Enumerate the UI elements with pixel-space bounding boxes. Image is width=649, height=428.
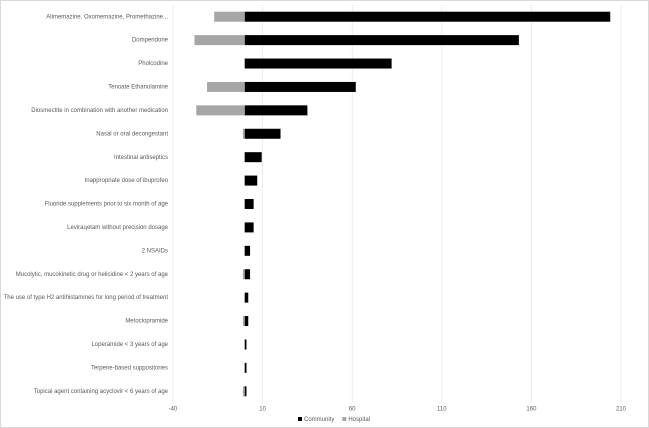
- bar: [244, 339, 247, 350]
- legend-swatch: [298, 417, 302, 421]
- x-tick-label: 160: [526, 407, 537, 413]
- y-tick-label: Intestinal antiseptics: [114, 155, 168, 161]
- x-tick-label: 10: [259, 407, 266, 413]
- y-tick-label: Mucolytic, mucokinetic drug or helicidin…: [16, 272, 169, 278]
- bar: [194, 35, 245, 46]
- bar: [244, 292, 249, 303]
- y-tick-label: 2 NSAIDs: [142, 248, 168, 254]
- bar: [244, 128, 281, 139]
- legend-label: Hospital: [348, 417, 370, 423]
- y-tick-label: Loperamide < 3 years of age: [91, 342, 168, 348]
- bar: [244, 175, 258, 186]
- y-tick-label: Nasal or oral decongestant: [96, 131, 168, 137]
- y-tick-label: Terpene-based suppositories: [91, 365, 168, 371]
- bar: [244, 35, 519, 46]
- y-tick-label: Levirацetam without precision dosage: [67, 225, 168, 231]
- bar: [244, 362, 247, 373]
- bar: [244, 316, 249, 327]
- y-tick-label: Tenoate Ethanolamine: [108, 85, 168, 91]
- y-tick-label: Alimemazine, Oxomemazine, Promethazine..…: [46, 14, 168, 20]
- bar: [244, 199, 254, 209]
- bar: [244, 105, 308, 116]
- bar: [207, 81, 245, 92]
- bar: [242, 269, 245, 280]
- y-tick-label: The use of type H2 antihistamines for lo…: [4, 295, 169, 301]
- bar: [244, 222, 254, 233]
- bar: [244, 81, 356, 92]
- bar: [196, 105, 245, 116]
- bar: [244, 245, 251, 256]
- x-tick-label: 110: [437, 407, 447, 413]
- bar: [244, 11, 611, 22]
- x-tick-label: 210: [616, 407, 627, 413]
- y-tick-label: Pholcodine: [138, 61, 168, 67]
- y-tick-label: Topical agent containing acyclovir < 6 y…: [34, 389, 169, 395]
- bar: [214, 11, 245, 22]
- bar: [244, 58, 392, 69]
- bar: [244, 152, 262, 163]
- y-tick-label: Domperidone: [132, 38, 169, 44]
- x-tick-label: 60: [349, 407, 356, 413]
- y-tick-label: Metoclopramide: [125, 319, 168, 325]
- legend-label: Community: [304, 417, 334, 423]
- y-tick-label: Inappropriate dose of ibuprofen: [85, 178, 168, 184]
- bar: [242, 128, 245, 139]
- bar: [242, 316, 245, 327]
- y-tick-label: Diosmectite in combination with another …: [31, 108, 168, 114]
- bar: [242, 386, 245, 397]
- bar: [244, 386, 247, 397]
- y-tick-label: Fluoride supplements prior to six month …: [45, 202, 169, 208]
- legend-swatch: [342, 417, 347, 421]
- bar: [244, 269, 251, 280]
- x-tick-label: -40: [169, 407, 178, 413]
